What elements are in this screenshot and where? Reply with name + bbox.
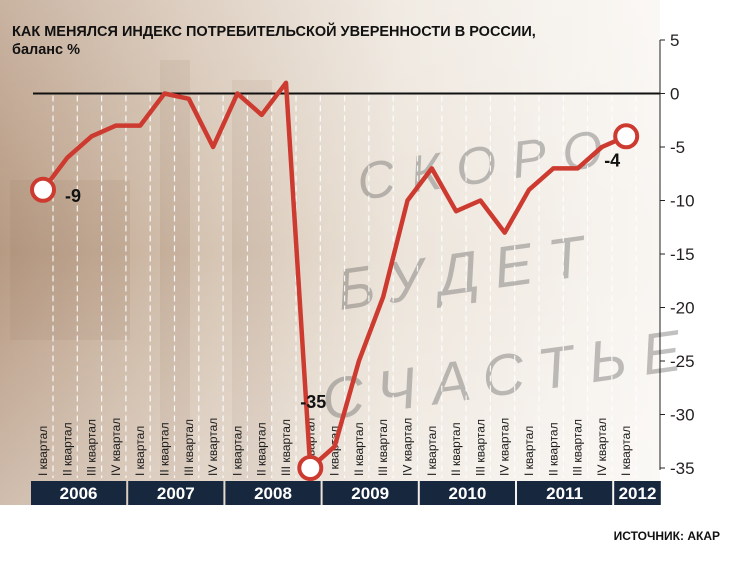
quarter-label: II квартал (546, 422, 560, 476)
quarter-label: I квартал (619, 426, 633, 476)
quarter-label: II квартал (352, 422, 366, 476)
y-tick-label: -5 (670, 138, 685, 157)
y-axis: 5 0 -5 -10 -15 -20 -25 -30 -35 (660, 31, 695, 478)
y-tick-label: -35 (670, 459, 695, 478)
year-label: 2010 (448, 484, 486, 503)
quarter-label: IV квартал (401, 418, 415, 476)
source-label: ИСТОЧНИК: АКАР (614, 529, 720, 543)
data-label: -9 (65, 186, 81, 206)
data-label: -35 (300, 392, 326, 412)
year-label: 2008 (254, 484, 292, 503)
y-tick-label: 0 (670, 85, 679, 104)
year-bar: 2006 2007 2008 2009 2010 2011 2012 (31, 481, 661, 505)
quarter-label: II квартал (158, 422, 172, 476)
highlight-marker (299, 457, 321, 479)
quarter-label: IV квартал (498, 418, 512, 476)
highlight-marker (615, 125, 637, 147)
year-label: 2011 (546, 484, 583, 503)
highlight-marker (32, 179, 54, 201)
data-label: -4 (604, 150, 620, 170)
y-tick-label: -25 (670, 352, 695, 371)
quarter-label: I квартал (133, 426, 147, 476)
quarter-label: I квартал (425, 426, 439, 476)
quarter-label: II квартал (255, 422, 269, 476)
year-label: 2012 (619, 484, 657, 503)
quarter-label: III квартал (571, 419, 585, 476)
y-tick-label: -15 (670, 245, 695, 264)
quarter-label: III квартал (279, 419, 293, 476)
quarter-label: III квартал (182, 419, 196, 476)
quarter-label: I квартал (230, 426, 244, 476)
quarter-label: II квартал (60, 422, 74, 476)
source-note: ИСТОЧНИК: АКАР (614, 529, 720, 543)
chart-subtitle: баланс % (12, 42, 80, 58)
quarter-label: III квартал (473, 419, 487, 476)
quarter-label: III квартал (376, 419, 390, 476)
year-label: 2009 (351, 484, 389, 503)
quarter-label: IV квартал (109, 418, 123, 476)
year-label: 2006 (60, 484, 98, 503)
y-tick-label: -10 (670, 192, 695, 211)
year-label: 2007 (157, 484, 195, 503)
y-tick-label: 5 (670, 31, 679, 50)
quarter-label: IV квартал (595, 418, 609, 476)
y-tick-label: -20 (670, 299, 695, 318)
chart-title: КАК МЕНЯЛСЯ ИНДЕКС ПОТРЕБИТЕЛЬСКОЙ УВЕРЕ… (12, 22, 536, 40)
quarter-label: I квартал (36, 426, 50, 476)
y-tick-label: -30 (670, 406, 695, 425)
quarter-label: IV квартал (206, 418, 220, 476)
quarter-label: I квартал (522, 426, 536, 476)
quarter-label: III квартал (85, 419, 99, 476)
quarter-label: II квартал (449, 422, 463, 476)
